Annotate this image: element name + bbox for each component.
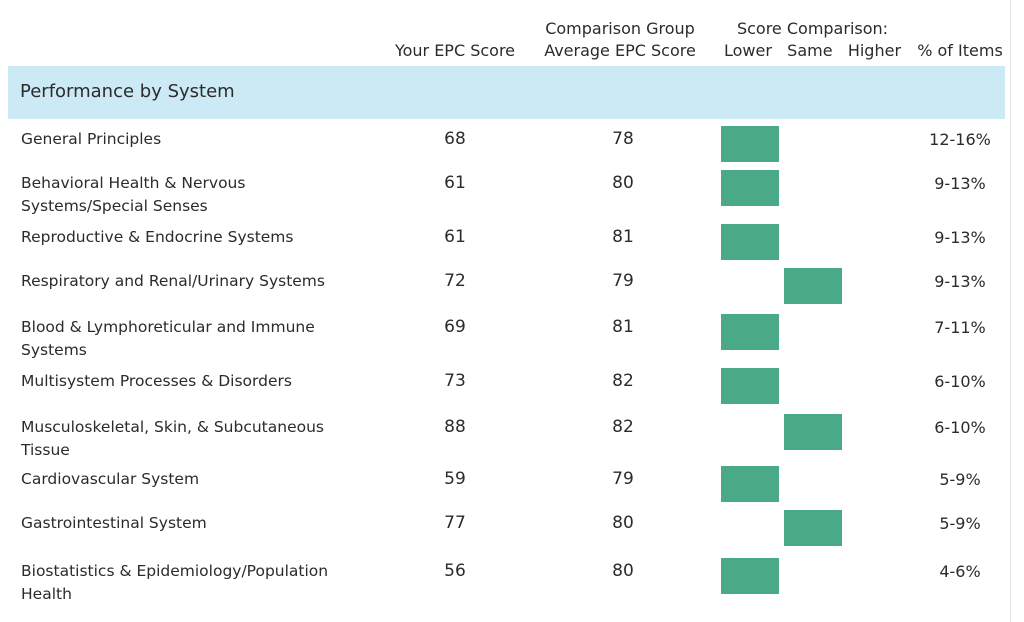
table-row: Multisystem Processes & Disorders 73 82 6-1… xyxy=(0,368,1010,414)
system-name-line1: Multisystem Processes & Disorders xyxy=(21,372,292,390)
system-name: Respiratory and Renal/Urinary Systems xyxy=(21,270,361,293)
table-row: Respiratory and Renal/Urinary Systems 72 7… xyxy=(0,268,1010,314)
comparison-bar-lower xyxy=(721,314,779,350)
your-score-value: 68 xyxy=(444,129,466,149)
system-name: Blood & Lymphoreticular and Immune System… xyxy=(21,316,361,362)
comparison-bar-lower xyxy=(721,126,779,162)
system-name-line1: General Principles xyxy=(21,130,162,148)
pct-items-value: 9-13% xyxy=(934,272,986,291)
group-average-value: 82 xyxy=(612,371,634,391)
system-name: Behavioral Health & Nervous Systems/Speci… xyxy=(21,172,361,218)
page-edge xyxy=(1010,0,1024,622)
group-average-value: 80 xyxy=(612,173,634,193)
group-average-value: 81 xyxy=(612,227,634,247)
header-pct-items: % of Items xyxy=(910,40,1010,62)
group-average-value: 80 xyxy=(612,561,634,581)
comparison-bar-same xyxy=(784,510,842,546)
pct-items-value: 6-10% xyxy=(934,372,986,391)
system-name: Reproductive & Endocrine Systems xyxy=(21,226,361,249)
system-name-line1: Gastrointestinal System xyxy=(21,514,207,532)
your-score-value: 77 xyxy=(444,513,466,533)
system-name: Musculoskeletal, Skin, & Subcutaneous Tis… xyxy=(21,416,361,462)
your-score-value: 69 xyxy=(444,317,466,337)
comparison-bar-lower xyxy=(721,558,779,594)
comparison-bar-lower xyxy=(721,170,779,206)
table-row: General Principles 68 78 12-16% xyxy=(0,126,1010,172)
group-average-value: 79 xyxy=(612,469,634,489)
comparison-bar-same xyxy=(784,268,842,304)
group-average-value: 80 xyxy=(612,513,634,533)
system-name-line1: Respiratory and Renal/Urinary Systems xyxy=(21,272,325,290)
group-average-value: 78 xyxy=(612,129,634,149)
header-your-score-label: Your EPC Score xyxy=(394,41,516,60)
your-score-value: 73 xyxy=(444,371,466,391)
header-pct-items-label: % of Items xyxy=(917,41,1003,60)
group-average-value: 81 xyxy=(612,317,634,337)
system-name-line1: Reproductive & Endocrine Systems xyxy=(21,228,294,246)
group-average-value: 79 xyxy=(612,271,634,291)
system-name-line2: Health xyxy=(21,585,72,603)
table-row: Behavioral Health & Nervous Systems/Speci… xyxy=(0,170,1010,218)
header-score-comparison-line1: Score Comparison: xyxy=(736,19,889,38)
header-comparison-line2: Average EPC Score xyxy=(544,41,696,60)
your-score-value: 56 xyxy=(444,561,466,581)
table-row: Reproductive & Endocrine Systems 61 81 9-13… xyxy=(0,224,1010,270)
system-name-line1: Musculoskeletal, Skin, & Subcutaneous xyxy=(21,418,324,436)
your-score-value: 72 xyxy=(444,271,466,291)
system-name: Cardiovascular System xyxy=(21,468,361,491)
section-bar: Performance by System xyxy=(8,66,1005,119)
table-row: Musculoskeletal, Skin, & Subcutaneous Tis… xyxy=(0,414,1010,462)
table-row: Biostatistics & Epidemiology/Population H… xyxy=(0,558,1010,606)
section-title: Performance by System xyxy=(20,81,235,102)
table-row: Blood & Lymphoreticular and Immune System… xyxy=(0,314,1010,362)
header-comparison-group: Comparison Group Average EPC Score xyxy=(535,18,705,62)
system-name-line1: Biostatistics & Epidemiology/Population xyxy=(21,562,329,580)
system-name-line2: Systems/Special Senses xyxy=(21,197,208,215)
your-score-value: 61 xyxy=(444,173,466,193)
header-score-comparison: Score Comparison: Lower Same Higher xyxy=(720,18,905,62)
system-name-line2: Systems xyxy=(21,341,87,359)
system-name-line1: Blood & Lymphoreticular and Immune xyxy=(21,318,315,336)
your-score-value: 61 xyxy=(444,227,466,247)
your-score-value: 59 xyxy=(444,469,466,489)
pct-items-value: 9-13% xyxy=(934,174,986,193)
pct-items-value: 9-13% xyxy=(934,228,986,247)
table-row: Gastrointestinal System 77 80 5-9% xyxy=(0,510,1010,556)
pct-items-value: 7-11% xyxy=(934,318,986,337)
system-name-line2: Tissue xyxy=(21,441,70,459)
your-score-value: 88 xyxy=(444,417,466,437)
system-name: General Principles xyxy=(21,128,361,151)
pct-items-value: 5-9% xyxy=(939,470,981,489)
pct-items-value: 4-6% xyxy=(939,562,981,581)
table-row: Cardiovascular System 59 79 5-9% xyxy=(0,466,1010,512)
system-name: Biostatistics & Epidemiology/Population H… xyxy=(21,560,361,606)
header-comparison-line1: Comparison Group xyxy=(545,19,695,38)
system-name: Multisystem Processes & Disorders xyxy=(21,370,361,393)
system-name: Gastrointestinal System xyxy=(21,512,361,535)
comparison-bar-same xyxy=(784,414,842,450)
header-your-score: Your EPC Score xyxy=(390,40,520,62)
comparison-bar-lower xyxy=(721,224,779,260)
comparison-bar-lower xyxy=(721,466,779,502)
pct-items-value: 5-9% xyxy=(939,514,981,533)
group-average-value: 82 xyxy=(612,417,634,437)
pct-items-value: 6-10% xyxy=(934,418,986,437)
comparison-bar-lower xyxy=(721,368,779,404)
pct-items-value: 12-16% xyxy=(929,130,991,149)
header-score-comparison-line2: Lower Same Higher xyxy=(723,41,902,60)
system-name-line1: Cardiovascular System xyxy=(21,470,200,488)
system-name-line1: Behavioral Health & Nervous xyxy=(21,174,246,192)
